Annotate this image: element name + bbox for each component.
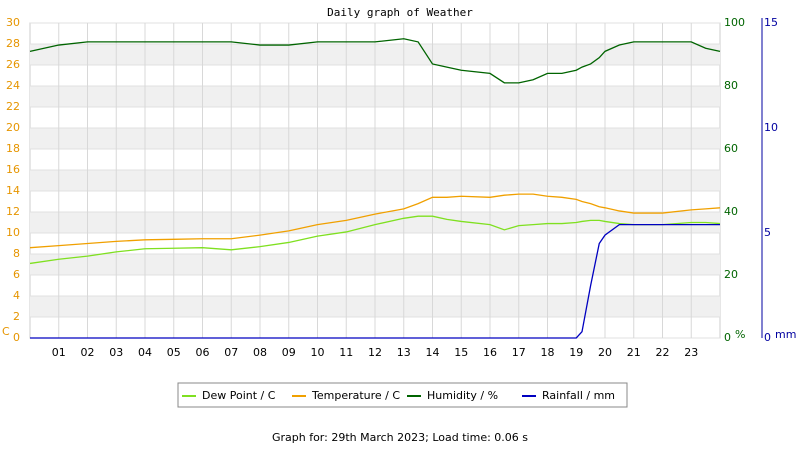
y2-tick-label: 0 [724, 331, 731, 344]
x-tick-label: 02 [81, 346, 95, 359]
x-tick-label: 07 [224, 346, 238, 359]
y2-tick-label: 20 [724, 268, 738, 281]
legend-label: Dew Point / C [202, 389, 276, 402]
y-tick-label: 20 [6, 121, 20, 134]
x-tick-label: 12 [368, 346, 382, 359]
legend-label: Humidity / % [427, 389, 498, 402]
x-tick-label: 10 [311, 346, 325, 359]
x-tick-label: 15 [454, 346, 468, 359]
x-tick-label: 06 [196, 346, 210, 359]
y-tick-label: 26 [6, 58, 20, 71]
legend-label: Rainfall / mm [542, 389, 615, 402]
y-tick-label: 28 [6, 37, 20, 50]
chart-title: Daily graph of Weather [327, 6, 473, 19]
y-tick-label: 10 [6, 226, 20, 239]
y-tick-label: 16 [6, 163, 20, 176]
y-tick-label: 2 [13, 310, 20, 323]
legend-box [177, 382, 628, 408]
x-tick-label: 11 [339, 346, 353, 359]
x-tick-label: 13 [397, 346, 411, 359]
y-tick-label: 24 [6, 79, 20, 92]
series-line [30, 223, 720, 339]
y-tick-label: 4 [13, 289, 20, 302]
y-tick-label: 22 [6, 100, 20, 113]
y2-tick-label: 100 [724, 16, 745, 29]
x-tick-label: 04 [138, 346, 152, 359]
y-tick-label: 30 [6, 16, 20, 29]
y2-axis-label: % [735, 328, 745, 341]
y3-tick-label: 5 [764, 226, 771, 239]
legend-label: Temperature / C [311, 389, 400, 402]
x-tick-label: 16 [483, 346, 497, 359]
footer: Graph for: 29th March 2023; Load time: 0… [272, 431, 528, 444]
x-tick-label: 03 [109, 346, 123, 359]
y-tick-label: 12 [6, 205, 20, 218]
y-tick-label: 18 [6, 142, 20, 155]
y2-tick-label: 40 [724, 205, 738, 218]
x-tick-label: 23 [684, 346, 698, 359]
y3-tick-label: 0 [764, 331, 771, 344]
x-tick-label: 20 [598, 346, 612, 359]
y3-axis-label: mm [775, 328, 796, 341]
y3-tick-label: 10 [764, 121, 778, 134]
x-tick-label: 05 [167, 346, 181, 359]
x-tick-label: 01 [52, 346, 66, 359]
x-tick-label: 17 [512, 346, 526, 359]
y-axis-label: C [2, 325, 10, 338]
x-tick-label: 18 [541, 346, 555, 359]
y3-tick-label: 15 [764, 16, 778, 29]
series-line [29, 215, 721, 265]
series-line [29, 38, 721, 84]
y2-tick-label: 60 [724, 142, 738, 155]
y-tick-label: 8 [13, 247, 20, 260]
x-tick-label: 08 [253, 346, 267, 359]
x-tick-label: 22 [656, 346, 670, 359]
series-line [29, 193, 721, 249]
x-tick-label: 21 [627, 346, 641, 359]
y2-tick-label: 80 [724, 79, 738, 92]
x-tick-label: 09 [282, 346, 296, 359]
y-tick-label: 0 [13, 331, 20, 344]
x-tick-label: 19 [569, 346, 583, 359]
y-tick-label: 6 [13, 268, 20, 281]
y-tick-label: 14 [6, 184, 20, 197]
x-tick-label: 14 [426, 346, 440, 359]
